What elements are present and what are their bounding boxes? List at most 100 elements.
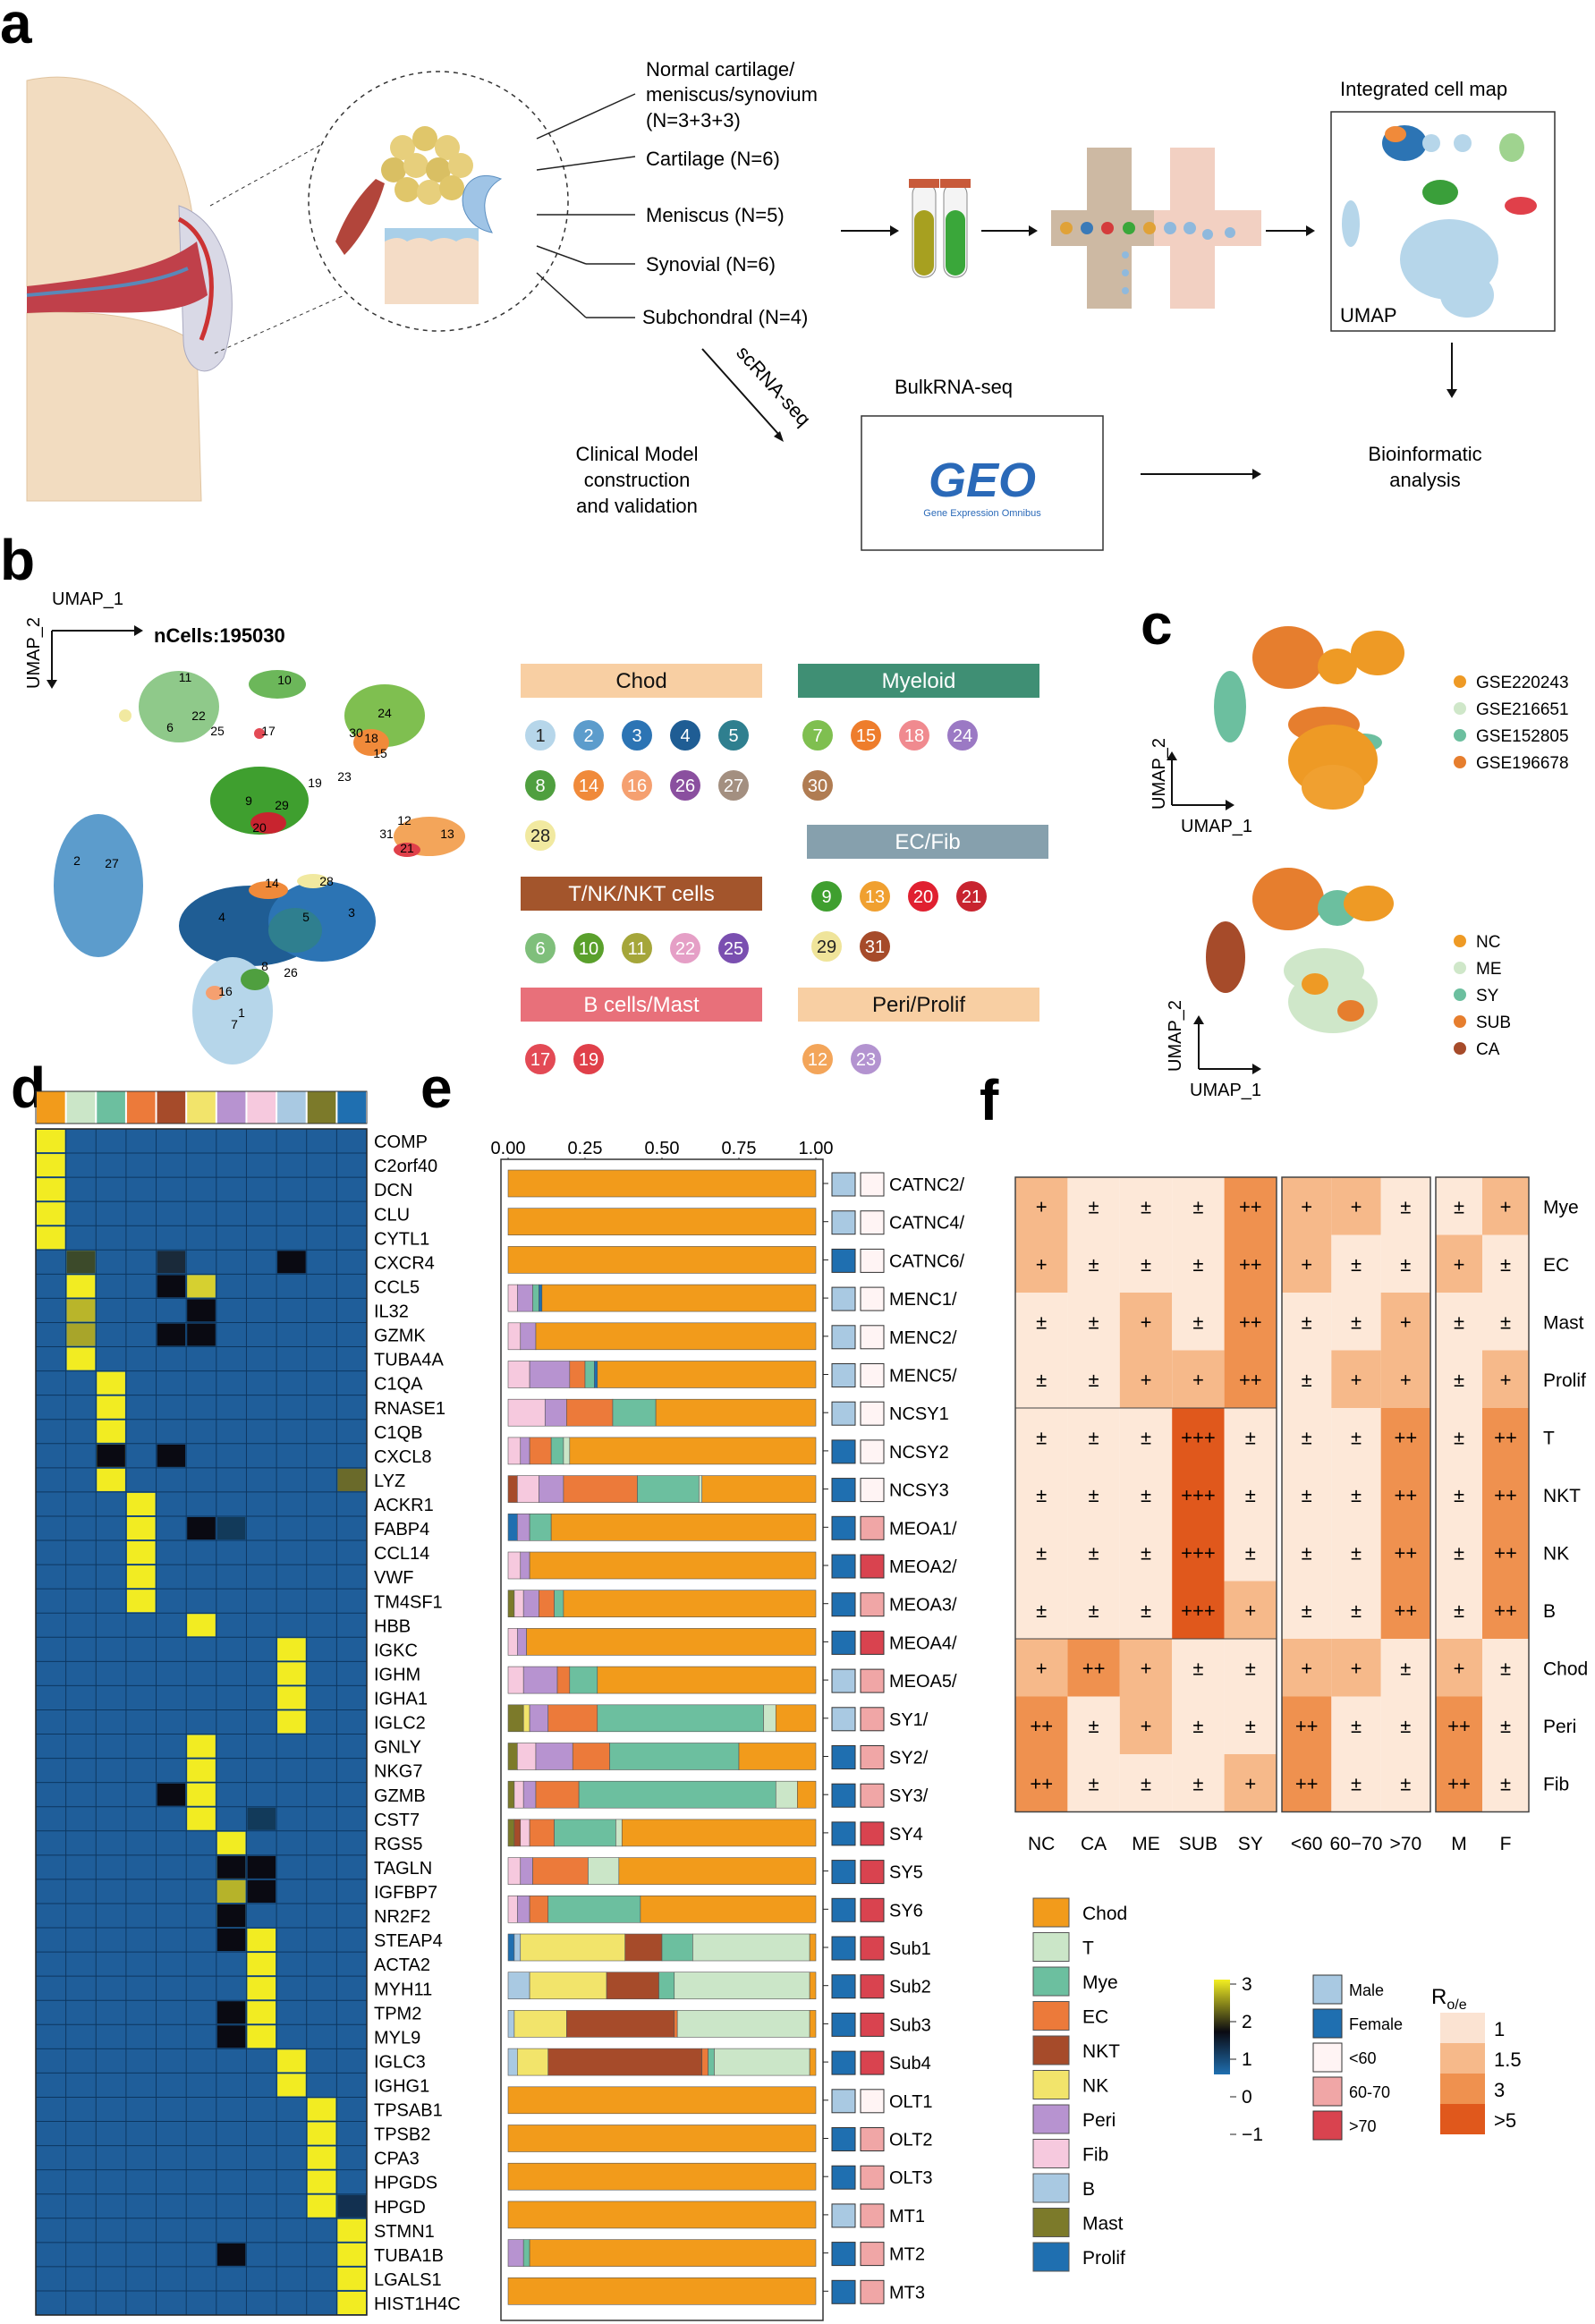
celltype-label: NK (1082, 2076, 1108, 2097)
integrated-umap-label: UMAP (1340, 304, 1397, 327)
roe-symbol: ++ (1494, 1484, 1517, 1506)
sample-label: MEOA4/ (889, 1633, 957, 1653)
cluster-number: 23 (856, 1050, 876, 1070)
roe-cell (1380, 1465, 1430, 1523)
legend-dot (1454, 702, 1466, 715)
map-label: 1 (238, 1005, 245, 1020)
age-annotation (860, 2279, 885, 2304)
sex-annotation (831, 1478, 856, 1503)
gene-label: CCL14 (374, 1544, 429, 1564)
bar-segment-EC (529, 1896, 549, 1923)
axis-tick-label: 0.25 (568, 1139, 603, 1158)
cluster-dot-8 (525, 770, 556, 801)
gene-label: DCN (374, 1181, 412, 1200)
bar-segment-Chod (655, 1398, 817, 1427)
roe-symbol: + (1036, 1253, 1048, 1276)
cluster-dot-3 (622, 720, 652, 751)
bioinfo-line1: Bioinformatic (1368, 443, 1481, 465)
roe-col-label: SY (1238, 1834, 1263, 1854)
integrated-umap-clusters (1342, 125, 1537, 318)
bar-segment-Peri (520, 1437, 530, 1465)
sex-annotation (831, 1783, 856, 1808)
heatmap-high-cell (37, 1226, 65, 1250)
roe-symbol: ± (1141, 1195, 1151, 1217)
expression-scale-ticks: 3 2 1 0 −1 (1230, 1974, 1263, 2145)
roe-cell (1172, 1350, 1225, 1408)
bar-segment-Peri (535, 1743, 573, 1770)
heatmap-high-cell (277, 1638, 306, 1661)
gene-label: C2orf40 (374, 1157, 437, 1176)
cluster-dot-31 (860, 931, 890, 962)
bar-segment-Mast (507, 1704, 524, 1733)
roe-symbol: + (1400, 1369, 1412, 1391)
cluster-number: 3 (632, 726, 641, 746)
roe-symbol: ± (1302, 1369, 1312, 1391)
roe-cell (1482, 1754, 1529, 1812)
roe-row-label: EC (1543, 1255, 1569, 1276)
roe-cell (1172, 1465, 1225, 1523)
roe-cell (1482, 1639, 1529, 1697)
age-annotation (860, 1439, 885, 1464)
heatmap-cell (216, 1904, 246, 1928)
roe-cell (1067, 1465, 1120, 1523)
sex-annotation (831, 1248, 856, 1273)
cluster-number: 25 (724, 939, 743, 959)
bar-segment-Mye (569, 1666, 598, 1694)
heatmap-high-cell (337, 2267, 366, 2290)
roe-cell (1282, 1523, 1332, 1582)
roe-cell (1224, 1581, 1277, 1639)
celltype-swatch (1032, 2104, 1070, 2134)
roe-legend-label: 3 (1494, 2079, 1505, 2101)
bar-segment-Fib (507, 1322, 522, 1351)
roe-row-labels: Mye EC Mast Prolif T NKT NK B Chod Peri Fib (1543, 1197, 1588, 1794)
bar-segment-Chod (507, 2125, 817, 2152)
geo-caption: Gene Expression Omnibus (923, 508, 1041, 519)
bar-segment-EC (569, 1361, 586, 1388)
legend-dot (1454, 988, 1466, 1001)
heatmap-high-cell (97, 1420, 125, 1443)
sample-label: SY3/ (889, 1786, 929, 1806)
heatmap-high-cell (97, 1371, 125, 1395)
heatmap-high-cell (66, 1275, 96, 1298)
roe-cell (1380, 1696, 1430, 1754)
gene-label: TUBA1B (374, 2246, 444, 2266)
map-label: 8 (261, 959, 268, 973)
roe-cell (1282, 1350, 1332, 1408)
sample-label: Sub1 (889, 1939, 931, 1959)
cluster-number: 28 (530, 827, 550, 846)
cluster-dot-4 (670, 720, 700, 751)
map-label: 25 (210, 724, 225, 738)
age-annotation (860, 1630, 885, 1655)
sex-annotation (831, 2050, 856, 2075)
celltype-swatch (1032, 1932, 1070, 1962)
roe-cell (1282, 1408, 1332, 1466)
roe-cell (1282, 1293, 1332, 1351)
roe-symbol: ± (1500, 1310, 1511, 1333)
column-annotation-cell (126, 1091, 156, 1124)
roe-symbol: ± (1400, 1715, 1411, 1737)
bar-segment-Peri (529, 1361, 571, 1388)
geo-logo: GEO (929, 454, 1036, 507)
roe-cell (1482, 1350, 1529, 1408)
bar-segment-Fib (507, 1551, 522, 1580)
roe-symbol: ++ (1394, 1541, 1417, 1564)
sexage-label: Male (1349, 1981, 1384, 1999)
sex-annotation (831, 2165, 856, 2190)
gene-label: ACKR1 (374, 1496, 434, 1515)
sample-label: NCSY1 (889, 1404, 949, 1424)
roe-cell (1067, 1408, 1120, 1466)
sample-label: NCSY2 (889, 1443, 949, 1463)
roe-symbol: ++ (1494, 1599, 1517, 1622)
heatmap-high-cell (97, 1468, 125, 1491)
bar-segment-Chod (507, 1169, 817, 1198)
panel-label-a: a (0, 0, 32, 55)
cluster-number: 4 (680, 726, 690, 746)
celltype-swatch (1032, 2139, 1070, 2168)
roe-cell (1119, 1234, 1173, 1293)
roe-cell (1067, 1754, 1120, 1812)
heatmap-high-cell (247, 2001, 276, 2024)
gene-label: C1QA (374, 1375, 423, 1395)
roe-cell (1482, 1696, 1529, 1754)
roe-symbol: + (1036, 1195, 1048, 1217)
roe-row-label: B (1543, 1601, 1556, 1622)
